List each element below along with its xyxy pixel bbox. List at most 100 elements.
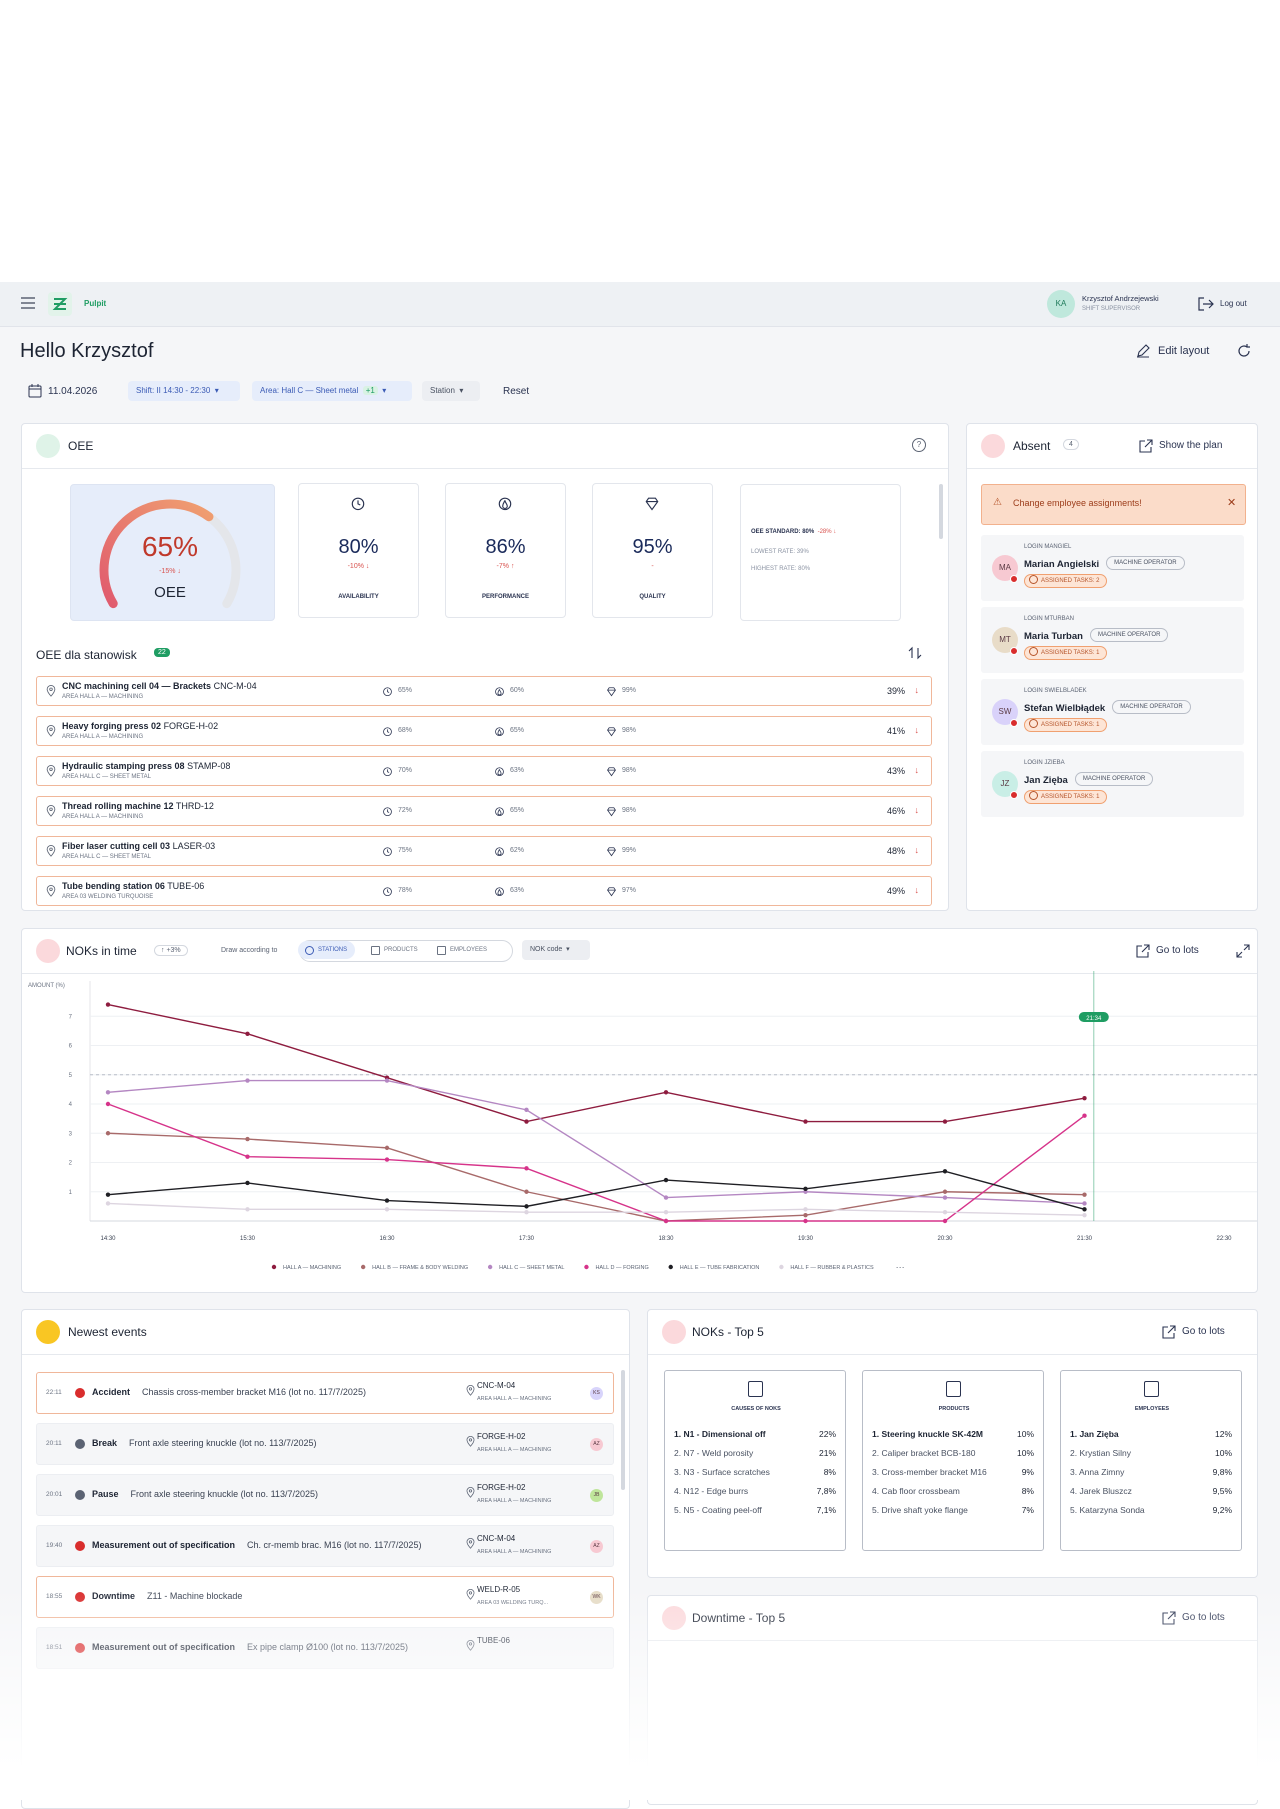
show-plan-link[interactable]: Show the plan: [1159, 440, 1223, 451]
edit-icon[interactable]: [1136, 344, 1150, 358]
oee-title: OEE: [68, 439, 94, 453]
icon-part: [46, 885, 56, 897]
pin-icon: [465, 1434, 476, 1447]
nok-code-filter[interactable]: NOK code ▾: [522, 940, 590, 960]
help-icon[interactable]: ?: [912, 438, 926, 452]
tab[interactable]: PRODUCTS: [364, 941, 426, 959]
user-avatar[interactable]: KA: [1047, 290, 1075, 318]
item-name: 4. N12 - Edge burrs: [674, 1486, 749, 1496]
event-row[interactable]: 18:55 Downtime Z11 - Machine blockade WELD-…: [36, 1576, 614, 1618]
absent-person[interactable]: LOGIN MANGIEL MA Marian Angielski MACHINE O…: [981, 535, 1244, 601]
icon-part: [466, 1538, 475, 1549]
external-icon[interactable]: [1139, 439, 1153, 453]
event-desc: Z11 - Machine blockade: [147, 1591, 243, 1601]
go-to-lots[interactable]: Go to lots: [1182, 1326, 1225, 1337]
date-filter[interactable]: 11.04.2026: [48, 386, 98, 397]
clock-icon: [382, 805, 393, 817]
absent-person[interactable]: LOGIN MTURBAN MT Maria Turban MACHINE OPERA…: [981, 607, 1244, 673]
card-header: [22, 1310, 629, 1355]
tab[interactable]: STATIONS: [298, 941, 356, 959]
app-name[interactable]: Pulpit: [84, 299, 107, 308]
stations-title: OEE dla stanowisk: [36, 648, 137, 662]
station-filter[interactable]: Station ▾: [422, 381, 480, 401]
event-row[interactable]: 20:11 Break Front axle steering knuckle (l…: [36, 1423, 614, 1465]
event-row[interactable]: 22:11 Accident Chassis cross-member bracke…: [36, 1372, 614, 1414]
icon-part: [495, 727, 504, 737]
go-to-lots[interactable]: Go to lots: [1182, 1612, 1225, 1623]
top5-column: EMPLOYEES 1. Jan Zięba 12% 2. Krystian Siln…: [1060, 1370, 1242, 1551]
event-row[interactable]: 19:40 Measurement out of specification Ch.…: [36, 1525, 614, 1567]
icon-part: [351, 497, 365, 511]
station-area: AREA HALL C — SHEET METAL: [62, 774, 151, 780]
icon-part: [645, 497, 659, 511]
external-icon[interactable]: [1136, 944, 1150, 958]
alert-close[interactable]: ✕: [1227, 497, 1237, 509]
menu-button[interactable]: [20, 296, 36, 310]
scrollbar[interactable]: [939, 484, 943, 539]
events-icon: [36, 1320, 60, 1344]
station-row[interactable]: Tube bending station 06 TUBE-06 AREA 03 W…: [36, 876, 932, 906]
top5-column: CAUSES OF NOKS 1. N1 - Dimensional off 22%…: [664, 1370, 846, 1551]
event-area: AREA HALL A — MACHINING: [477, 1396, 552, 1402]
quality-value: 97%: [622, 887, 637, 894]
logo-mark: [52, 298, 68, 310]
quality-value: 98%: [622, 727, 637, 734]
alert-text: Change employee assignments!: [1013, 498, 1142, 508]
person-login: LOGIN SWIELBLADEK: [1024, 688, 1087, 694]
item-pct: 7,8%: [816, 1486, 836, 1496]
tab[interactable]: EMPLOYEES: [430, 941, 495, 959]
event-row[interactable]: 20:01 Pause Front axle steering knuckle (l…: [36, 1474, 614, 1516]
shift-filter[interactable]: Shift: II 14:30 - 22:30 ▾: [128, 381, 240, 401]
perf-icon: [494, 765, 505, 777]
perf-icon: [494, 805, 505, 817]
area-filter[interactable]: Area: Hall C — Sheet metal +1 ▾: [252, 381, 412, 401]
perf-icon: [494, 725, 505, 737]
icon-part: [466, 1487, 475, 1498]
absent-person[interactable]: LOGIN JZIEBA JZ Jan Zięba MACHINE OPERATOR A…: [981, 751, 1244, 817]
station-row[interactable]: CNC machining cell 04 — Brackets CNC-M-0…: [36, 676, 932, 706]
station-label: Thread rolling machine 12: [62, 801, 174, 811]
logout-link[interactable]: Log out: [1220, 299, 1247, 308]
absent-title: Absent: [1013, 439, 1051, 453]
icon-part: [495, 807, 504, 817]
station-row[interactable]: Heavy forging press 02 FORGE-H-02 AREA HA…: [36, 716, 932, 746]
icon-part: [46, 805, 56, 817]
logout-icon[interactable]: [1198, 297, 1214, 311]
station-row[interactable]: Thread rolling machine 12 THRD-12 AREA HA…: [36, 796, 932, 826]
icon-part: [46, 685, 56, 697]
event-avatar: WK: [590, 1591, 603, 1604]
absent-person[interactable]: LOGIN SWIELBLADEK SW Stefan Wielbłądek MACH…: [981, 679, 1244, 745]
icon-part: [607, 687, 616, 697]
edit-layout-button[interactable]: Edit layout: [1158, 345, 1210, 357]
external-icon[interactable]: [1162, 1325, 1176, 1339]
sort-button[interactable]: [908, 646, 922, 660]
column-icon: [748, 1381, 763, 1397]
gauge-delta: -15% ↓: [159, 568, 181, 575]
pin-icon: [45, 804, 57, 817]
station-row[interactable]: Hydraulic stamping press 08 STAMP-08 AREA…: [36, 756, 932, 786]
icon-part: [495, 727, 504, 737]
event-desc: Chassis cross-member bracket M16 (lot no…: [142, 1387, 366, 1397]
station-row[interactable]: Fiber laser cutting cell 03 LASER-03 AREA…: [36, 836, 932, 866]
event-row[interactable]: 18:51 Measurement out of specification Ex …: [36, 1627, 614, 1669]
external-icon[interactable]: [1162, 1611, 1176, 1625]
event-type: Accident: [92, 1387, 131, 1397]
go-to-lots[interactable]: Go to lots: [1156, 945, 1199, 956]
scrollbar[interactable]: [621, 1370, 625, 1490]
tab-icon: [371, 946, 380, 955]
event-time: 20:11: [46, 1440, 62, 1447]
icon-part: [607, 847, 616, 857]
station-code: TUBE-06: [167, 881, 205, 891]
expand-button[interactable]: [1236, 944, 1250, 958]
reset-button[interactable]: Reset: [503, 386, 530, 397]
performance-value: 62%: [510, 847, 525, 854]
app-logo[interactable]: [48, 292, 72, 316]
external-shape: [1139, 439, 1153, 453]
icon-part: [466, 1487, 475, 1498]
event-avatar: KS: [590, 1387, 603, 1400]
clock-icon: [382, 885, 393, 897]
expand-shape: [1236, 944, 1250, 958]
icon-part: [468, 1489, 473, 1493]
refresh-button[interactable]: [1236, 343, 1252, 359]
